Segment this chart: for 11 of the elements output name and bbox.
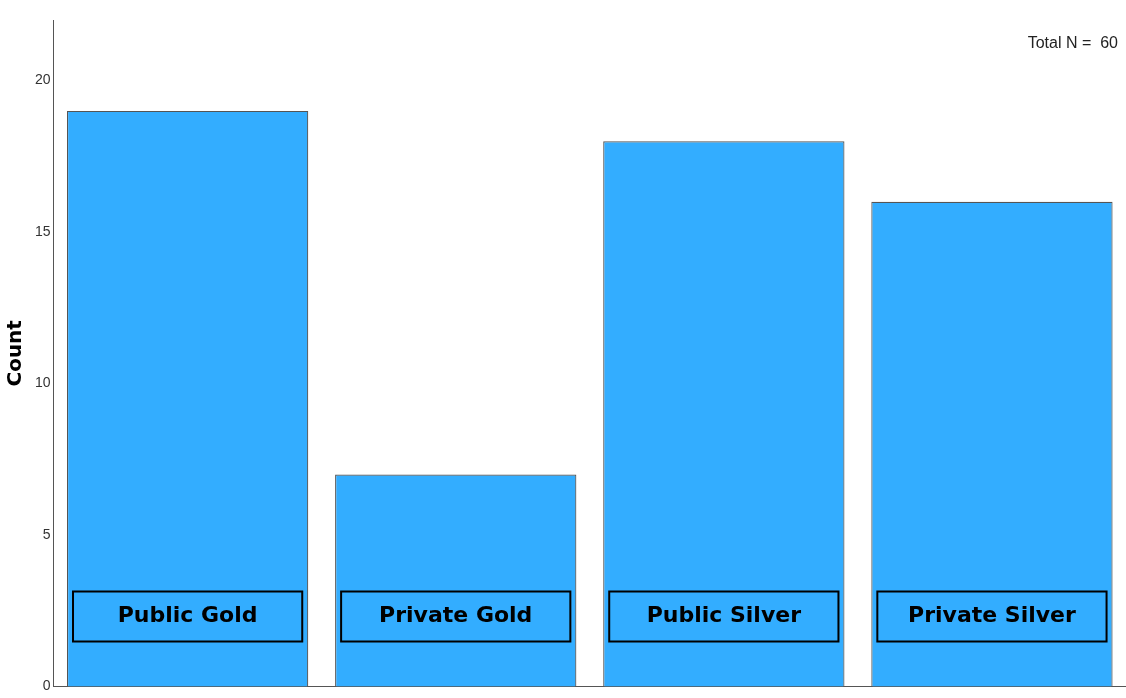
y-tick-label: 10	[34, 374, 51, 391]
y-tick-label: 0	[42, 677, 51, 694]
x-tick-label: Public Silver	[646, 602, 802, 628]
x-tick-label: Private Gold	[379, 602, 533, 628]
y-tick-label: 15	[34, 222, 51, 239]
x-tick-label: Private Silver	[908, 602, 1077, 628]
x-tick-label: Public Gold	[117, 602, 258, 628]
y-axis-title: Count	[2, 319, 27, 387]
y-tick-label: 20	[34, 71, 51, 88]
annotation: Total N = 60	[1027, 34, 1119, 52]
y-tick-label: 5	[42, 525, 51, 542]
